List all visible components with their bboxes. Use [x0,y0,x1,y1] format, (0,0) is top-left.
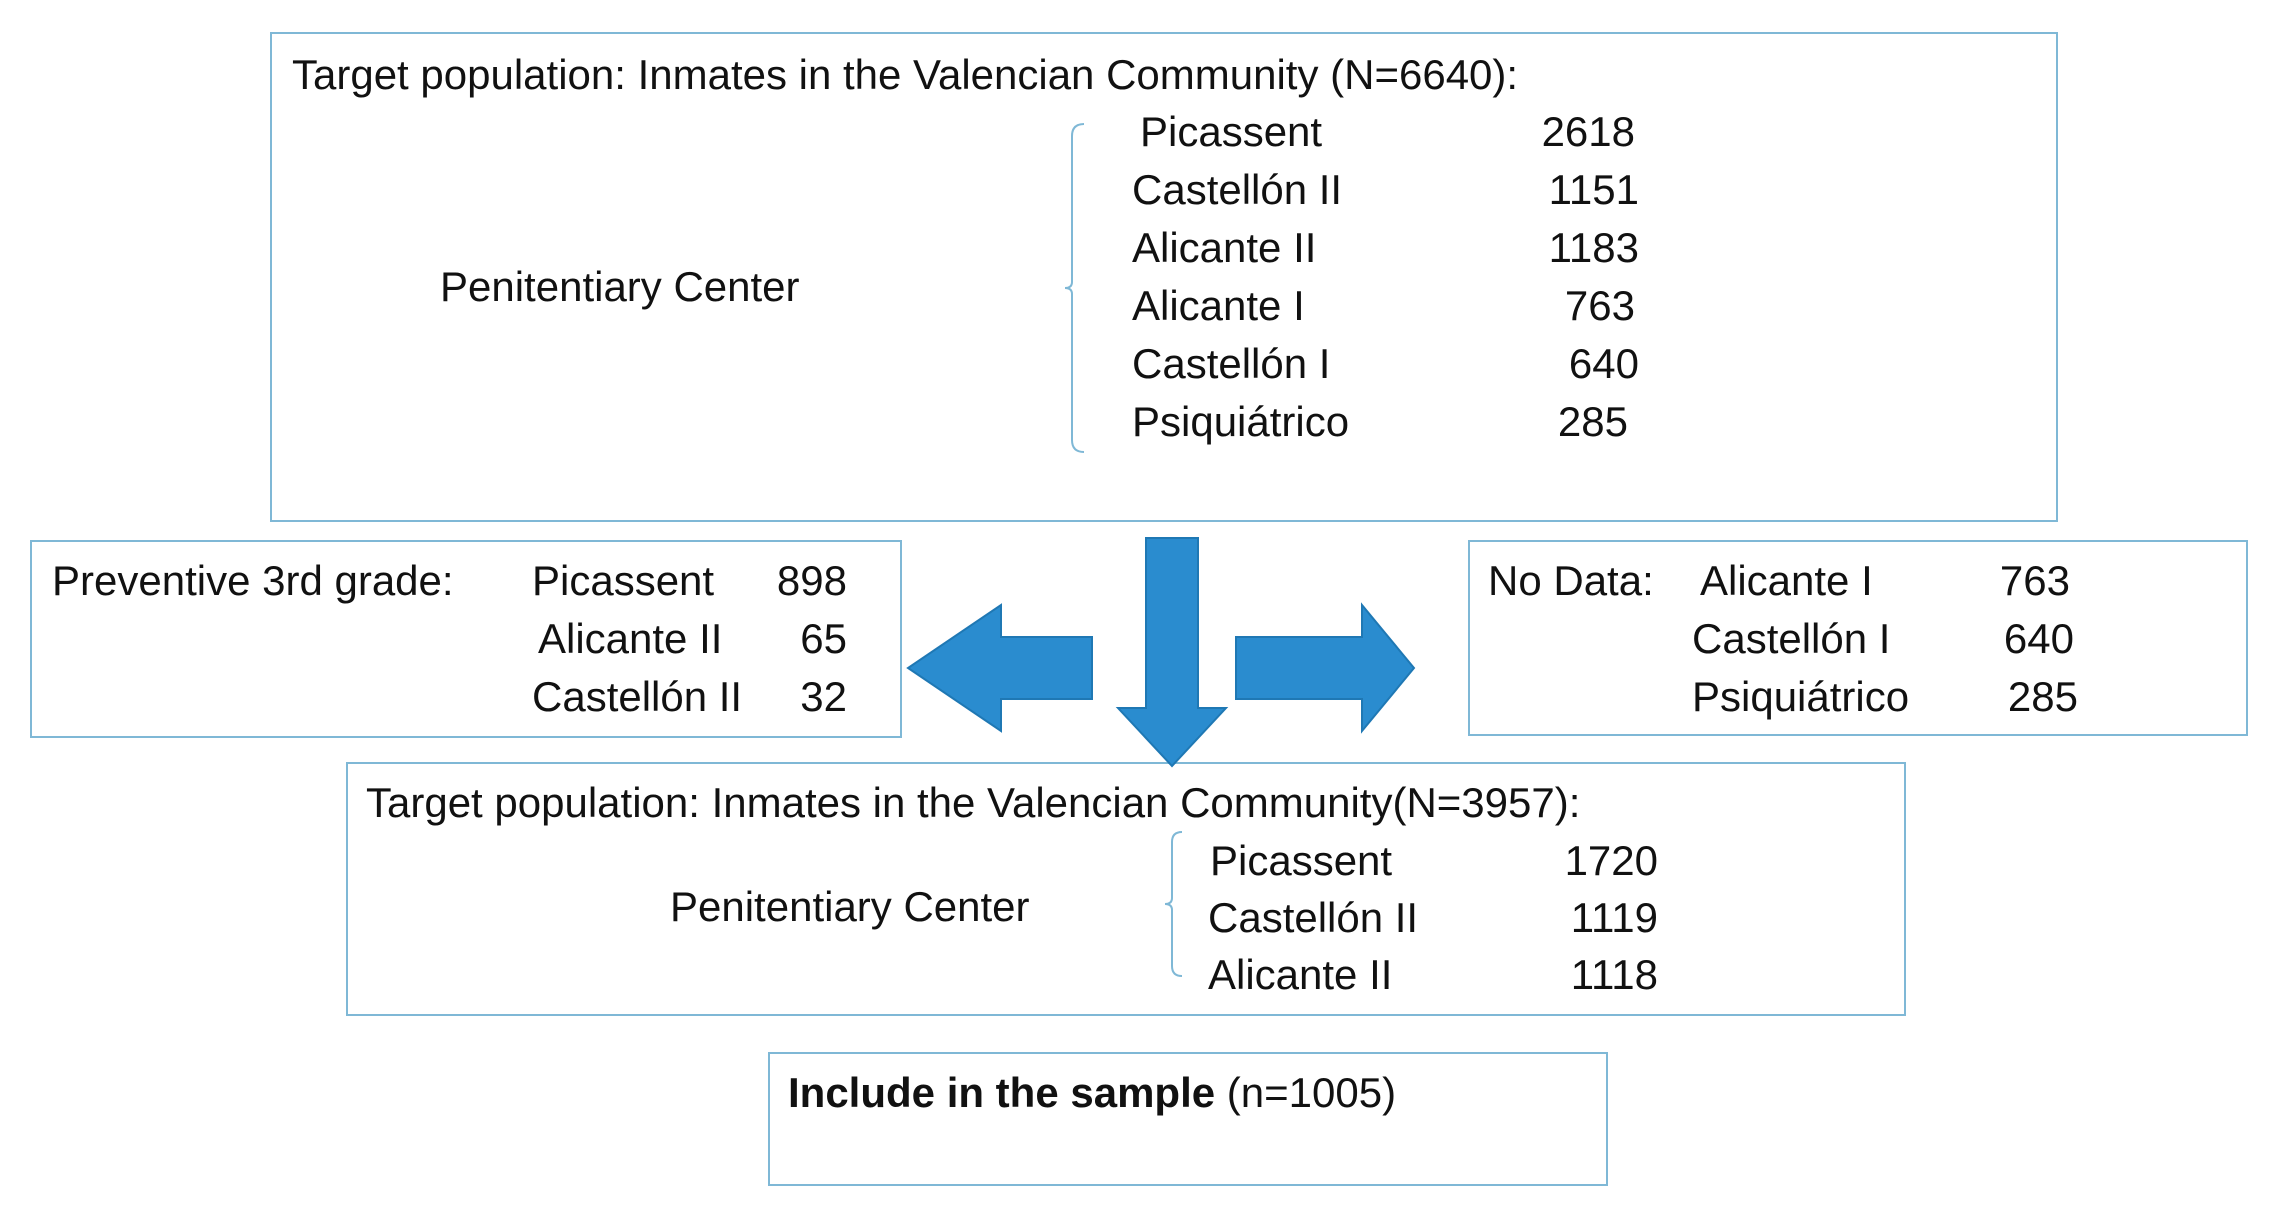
initial-row-name: Castellón II [1132,166,1343,213]
initial-row-name: Psiquiátrico [1132,398,1350,445]
preventive-row-name: Alicante II [538,615,723,662]
no-data-row-value: 640 [2003,615,2074,662]
preventive-exclusion-label: Preventive 3rd grade: [52,557,454,604]
initial-row-value: 2618 [1541,108,1635,155]
left-arrow [906,603,1093,733]
no-data-row-value: 763 [1999,557,2070,604]
remaining-group-label: Penitentiary Center [670,883,1030,930]
remaining-row-name: Castellón II [1208,894,1419,941]
initial-row-value: 285 [1557,398,1628,445]
initial-group-brace [1064,123,1085,453]
initial-row-name: Picassent [1140,108,1323,155]
final-sample-count: (n=1005) [1226,1069,1397,1116]
initial-row-name: Alicante II [1132,224,1317,271]
preventive-row-name: Castellón II [532,673,743,720]
preventive-row-value: 65 [800,615,847,662]
initial-group-label: Penitentiary Center [440,263,800,310]
final-sample-box [768,1052,1608,1186]
remaining-row-name: Alicante II [1208,951,1393,998]
no-data-label: No Data: [1488,557,1654,604]
final-sample-label: Include in the sample [788,1069,1216,1116]
initial-row-value: 640 [1568,340,1639,387]
preventive-row-name: Picassent [532,557,715,604]
preventive-exclusion-box [30,540,902,738]
remaining-group-brace [1164,831,1183,977]
down-arrow [1115,537,1229,768]
no-data-row-value: 285 [2007,673,2078,720]
no-data-row-name: Alicante I [1700,557,1873,604]
final-sample-text: Include in the sample (n=1005) [788,1064,1396,1122]
remaining-population-title: Target population: Inmates in the Valenc… [366,779,1581,826]
remaining-row-value: 1119 [1570,894,1658,941]
initial-population-title: Target population: Inmates in the Valenc… [292,51,1519,98]
initial-population-box [270,32,2058,522]
preventive-row-value: 32 [800,673,847,720]
no-data-row-name: Castellón I [1692,615,1891,662]
right-arrow [1235,602,1416,734]
remaining-row-value: 1118 [1570,951,1658,998]
no-data-exclusion-box [1468,540,2248,736]
no-data-row-name: Psiquiátrico [1692,673,1910,720]
remaining-population-box [346,762,1906,1016]
initial-row-value: 763 [1564,282,1635,329]
initial-row-name: Castellón I [1132,340,1331,387]
initial-row-value: 1151 [1548,166,1639,213]
initial-row-name: Alicante I [1132,282,1305,329]
remaining-row-name: Picassent [1210,837,1393,884]
initial-row-value: 1183 [1548,224,1639,271]
preventive-row-value: 898 [776,557,847,604]
remaining-row-value: 1720 [1564,837,1658,884]
